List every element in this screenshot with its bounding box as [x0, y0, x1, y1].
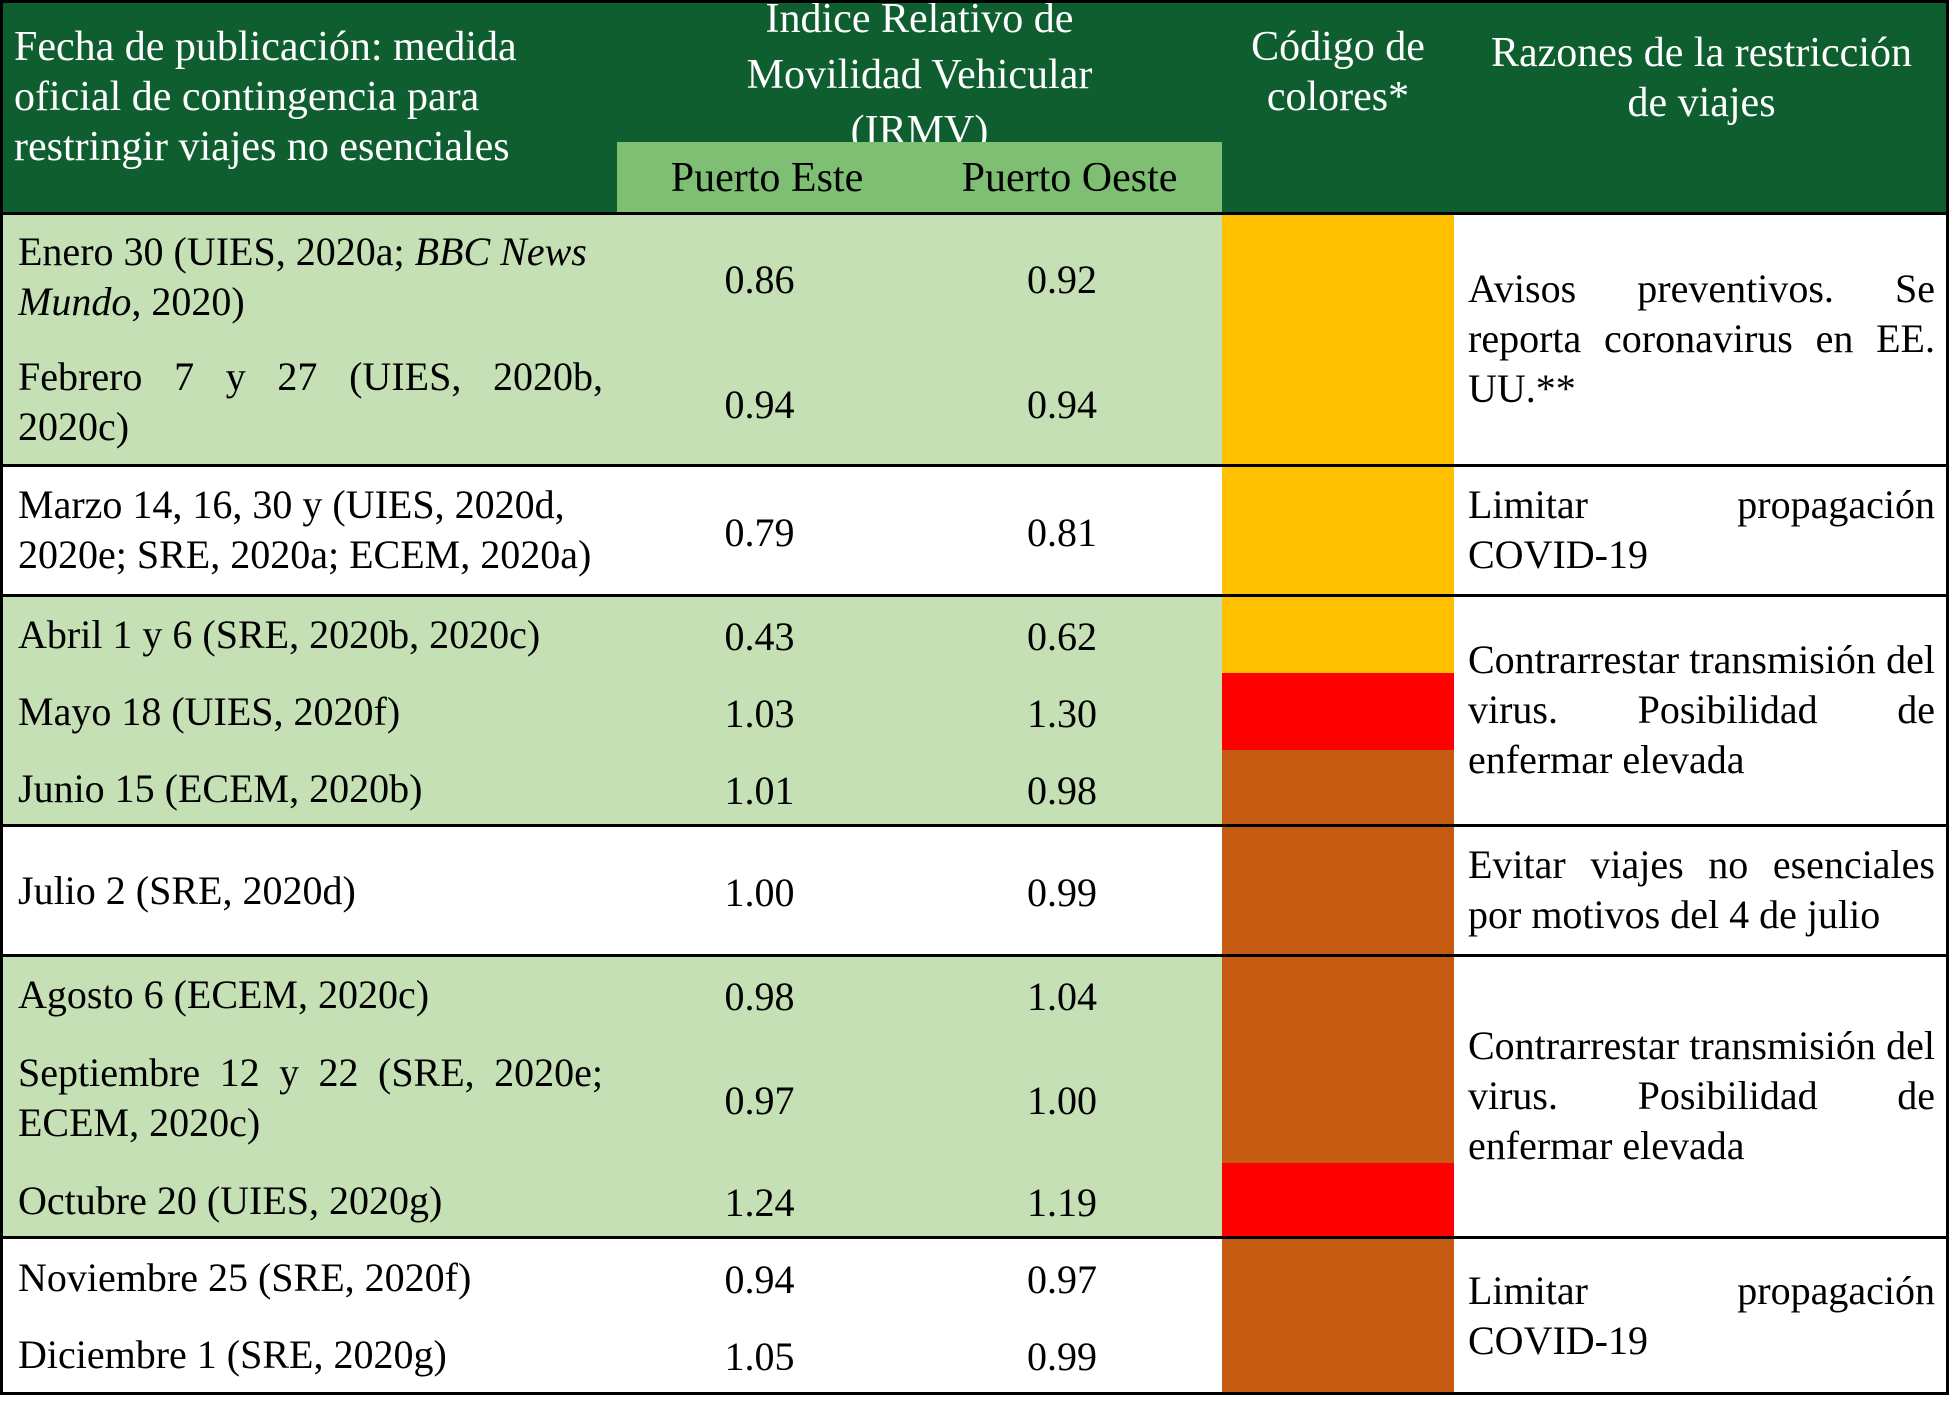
row-date: Marzo 14, 16, 30 y (UIES, 2020d, 2020e; … [18, 482, 592, 577]
row-date: Octubre 20 (UIES, 2020g) [18, 1178, 443, 1223]
row-oeste-value: 0.92 [1027, 256, 1097, 302]
color-code-cell [1222, 1315, 1454, 1395]
row-este-value: 0.98 [724, 973, 795, 1019]
header-irmv-cell: Índice Relativo de Movilidad Vehicular (… [617, 0, 1222, 142]
row-oeste-value: 0.99 [1027, 1333, 1097, 1379]
reason-text: Limitar propagación COVID-19 [1468, 1268, 1935, 1363]
group-divider [0, 464, 1949, 467]
group-bg-6 [0, 1237, 1222, 1395]
header-irmv-label: Índice Relativo de Movilidad Vehicular (… [746, 0, 1093, 142]
row-date: Julio 2 (SRE, 2020d) [18, 868, 356, 913]
row-oeste-value: 1.04 [1027, 973, 1097, 1019]
row-date: Septiembre 12 y 22 (SRE, 2020e; ECEM, 20… [18, 1050, 603, 1145]
row-date: Abril 1 y 6 (SRE, 2020b, 2020c) [18, 612, 541, 657]
row-este-value: 0.94 [724, 1256, 795, 1302]
group-bg-2 [0, 465, 1222, 595]
color-code-cell [1222, 1033, 1454, 1163]
group-bg-4 [0, 825, 1222, 955]
color-code-cell [1222, 1163, 1454, 1237]
group-divider [0, 824, 1949, 827]
reason-text: Contrarrestar transmisión del virus. Pos… [1468, 637, 1935, 782]
reason-text: Evitar viajes no esenciales por motivos … [1468, 842, 1935, 937]
row-este-value: 0.97 [724, 1077, 795, 1123]
color-code-cell [1222, 213, 1454, 339]
group-divider [0, 594, 1949, 597]
subheader-oeste-cell: Puerto Oeste [917, 142, 1222, 213]
color-code-cell [1222, 339, 1454, 465]
reason-text: Avisos preventivos. Se reporta coronavir… [1468, 266, 1935, 411]
row-oeste-value: 0.97 [1027, 1256, 1097, 1302]
row-este-value: 1.24 [724, 1179, 795, 1225]
color-code-cell [1222, 825, 1454, 955]
color-code-cell [1222, 465, 1454, 595]
row-date-italic: BBC News Mundo [18, 229, 587, 324]
table-top-border [0, 0, 1949, 3]
reason-cell: Evitar viajes no esenciales por motivos … [1454, 825, 1949, 955]
reason-text: Limitar propagación COVID-19 [1468, 482, 1935, 577]
row-date-text: Enero 30 (UIES, 2020a; [18, 229, 415, 274]
row-este-value: 0.79 [724, 509, 795, 555]
row-oeste-value: 1.30 [1027, 690, 1097, 736]
subheader-este-label: Puerto Este [670, 154, 864, 201]
row-oeste-value: 0.62 [1027, 613, 1097, 659]
color-code-cell [1222, 750, 1454, 825]
reason-cell: Avisos preventivos. Se reporta coronavir… [1454, 213, 1949, 465]
reason-text: Contrarrestar transmisión del virus. Pos… [1468, 1023, 1935, 1168]
reason-cell: Limitar propagación COVID-19 [1454, 1237, 1949, 1395]
row-date: Enero 30 (UIES, 2020a; BBC News Mundo, 2… [18, 227, 608, 331]
group-divider [0, 1236, 1949, 1239]
row-este-value: 0.86 [724, 256, 795, 302]
header-color-cell: Código de colores* [1222, 0, 1454, 213]
reason-cell: Contrarrestar transmisión del virus. Pos… [1454, 955, 1949, 1237]
header-date-cell: Fecha de publicación: medida oficial de … [0, 0, 617, 213]
header-color-label: Código de colores* [1251, 24, 1425, 120]
subheader-oeste-label: Puerto Oeste [961, 154, 1178, 201]
group-bg-3 [0, 595, 1222, 825]
group-bg-5 [0, 955, 1222, 1237]
row-date: Noviembre 25 (SRE, 2020f) [18, 1255, 472, 1300]
row-oeste-value: 1.19 [1027, 1179, 1097, 1225]
row-este-value: 0.43 [724, 613, 795, 659]
row-este-value: 1.03 [724, 690, 795, 736]
color-code-cell [1222, 1237, 1454, 1315]
row-este-value: 1.00 [724, 869, 795, 915]
row-date-text-end: , 2020) [131, 279, 245, 324]
reason-cell: Limitar propagación COVID-19 [1454, 465, 1949, 595]
row-date: Febrero 7 y 27 (UIES, 2020b, 2020c) [18, 354, 603, 449]
row-este-value: 1.05 [724, 1333, 795, 1379]
table-bottom-border [0, 1392, 1949, 1395]
row-este-value: 1.01 [724, 767, 795, 813]
group-divider [0, 954, 1949, 957]
subheader-este-cell: Puerto Este [617, 142, 917, 213]
row-oeste-value: 0.94 [1027, 381, 1097, 427]
table-right-border [1946, 0, 1949, 1395]
header-bottom-border [0, 212, 1949, 215]
row-date: Diciembre 1 (SRE, 2020g) [18, 1332, 447, 1377]
table-left-border [0, 0, 3, 1395]
color-code-cell [1222, 673, 1454, 750]
row-este-value: 0.94 [724, 381, 795, 427]
row-oeste-value: 1.00 [1027, 1077, 1097, 1123]
color-code-cell [1222, 595, 1454, 673]
color-code-cell [1222, 955, 1454, 1033]
row-oeste-value: 0.98 [1027, 767, 1097, 813]
row-oeste-value: 0.81 [1027, 509, 1097, 555]
reason-cell: Contrarrestar transmisión del virus. Pos… [1454, 595, 1949, 825]
row-date: Mayo 18 (UIES, 2020f) [18, 689, 401, 734]
header-date-label: Fecha de publicación: medida oficial de … [14, 24, 517, 170]
header-reason-label: Razones de la restricción de viajes [1491, 30, 1912, 126]
row-date: Agosto 6 (ECEM, 2020c) [18, 972, 430, 1017]
group-bg-1 [0, 213, 1222, 465]
row-date: Junio 15 (ECEM, 2020b) [18, 766, 423, 811]
row-oeste-value: 0.99 [1027, 869, 1097, 915]
header-reason-cell: Razones de la restricción de viajes [1454, 0, 1949, 213]
